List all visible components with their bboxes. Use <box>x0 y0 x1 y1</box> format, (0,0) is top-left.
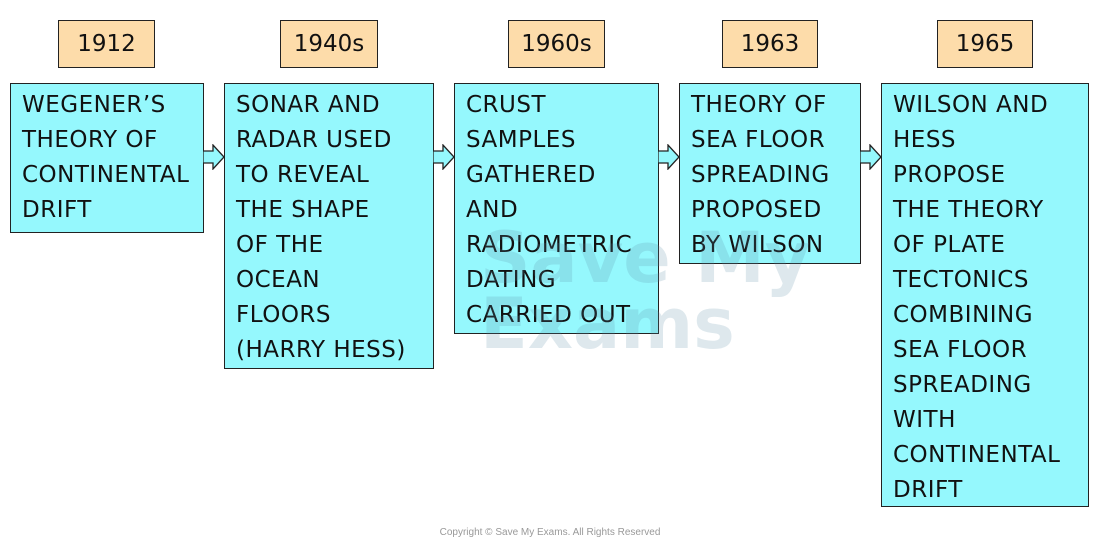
event-text-line: OF THE <box>236 232 324 258</box>
event-text-line: CONTINENTAL <box>893 442 1061 468</box>
event-text-line: SPREADING <box>691 162 830 188</box>
event-box: THEORY OF SEA FLOOR SPREADING PROPOSED BY WI… <box>679 83 861 264</box>
event-text-line: WILSON AND <box>893 92 1049 118</box>
event-text-line: GATHERED <box>466 162 596 188</box>
event-text-line: PROPOSED <box>691 197 822 223</box>
event-text-line: SEA FLOOR <box>691 127 826 153</box>
event-text-line: WEGENER’S <box>22 92 166 118</box>
event-text-line: FLOORS <box>236 302 332 328</box>
copyright-text: Copyright © Save My Exams. All Rights Re… <box>439 527 661 538</box>
event-text-line: RADAR USED <box>236 127 392 153</box>
event-text-line: THEORY OF <box>22 127 158 153</box>
event-text-line: OCEAN <box>236 267 321 293</box>
event-text-line: RADIOMETRIC <box>466 232 633 258</box>
year-label: 1912 <box>58 20 155 68</box>
event-text-line: THE THEORY <box>893 197 1044 223</box>
arrow-right-icon <box>203 144 225 170</box>
event-text-line: COMBINING <box>893 302 1034 328</box>
year-label: 1963 <box>722 20 818 68</box>
event-text-line: SEA FLOOR <box>893 337 1028 363</box>
event-text-line: TO REVEAL <box>236 162 370 188</box>
event-text-line: SAMPLES <box>466 127 576 153</box>
event-text-line: CRUST <box>466 92 547 118</box>
event-box: SONAR AND RADAR USED TO REVEAL THE SHAPE OF … <box>224 83 434 369</box>
event-text-line: OF PLATE <box>893 232 1006 258</box>
year-label: 1940s <box>280 20 378 68</box>
year-label: 1965 <box>937 20 1033 68</box>
event-text-line: WITH <box>893 407 956 433</box>
event-text-line: THEORY OF <box>691 92 827 118</box>
event-text-line: DRIFT <box>22 197 92 223</box>
event-box: CRUST SAMPLES GATHERED AND RADIOMETRIC DATING… <box>454 83 659 334</box>
event-text-line: DRIFT <box>893 477 963 503</box>
arrow-right-icon <box>860 144 882 170</box>
event-text-line: THE SHAPE <box>236 197 370 223</box>
event-text-line: CONTINENTAL <box>22 162 190 188</box>
event-text-line: AND <box>466 197 519 223</box>
event-box: WILSON AND HESS PROPOSE THE THEORY OF PLATE T… <box>881 83 1089 507</box>
event-text-line: HESS <box>893 127 957 153</box>
arrow-right-icon <box>658 144 680 170</box>
event-text-line: SONAR AND <box>236 92 381 118</box>
event-text-line: (HARRY HESS) <box>236 337 406 363</box>
event-text-line: BY WILSON <box>691 232 824 258</box>
event-text-line: DATING <box>466 267 557 293</box>
event-text-line: TECTONICS <box>893 267 1029 293</box>
year-label: 1960s <box>508 20 605 68</box>
event-text-line: SPREADING <box>893 372 1032 398</box>
arrow-right-icon <box>433 144 455 170</box>
event-box: WEGENER’S THEORY OF CONTINENTAL DRIFT <box>10 83 204 233</box>
event-text-line: CARRIED OUT <box>466 302 631 328</box>
event-text-line: PROPOSE <box>893 162 1006 188</box>
